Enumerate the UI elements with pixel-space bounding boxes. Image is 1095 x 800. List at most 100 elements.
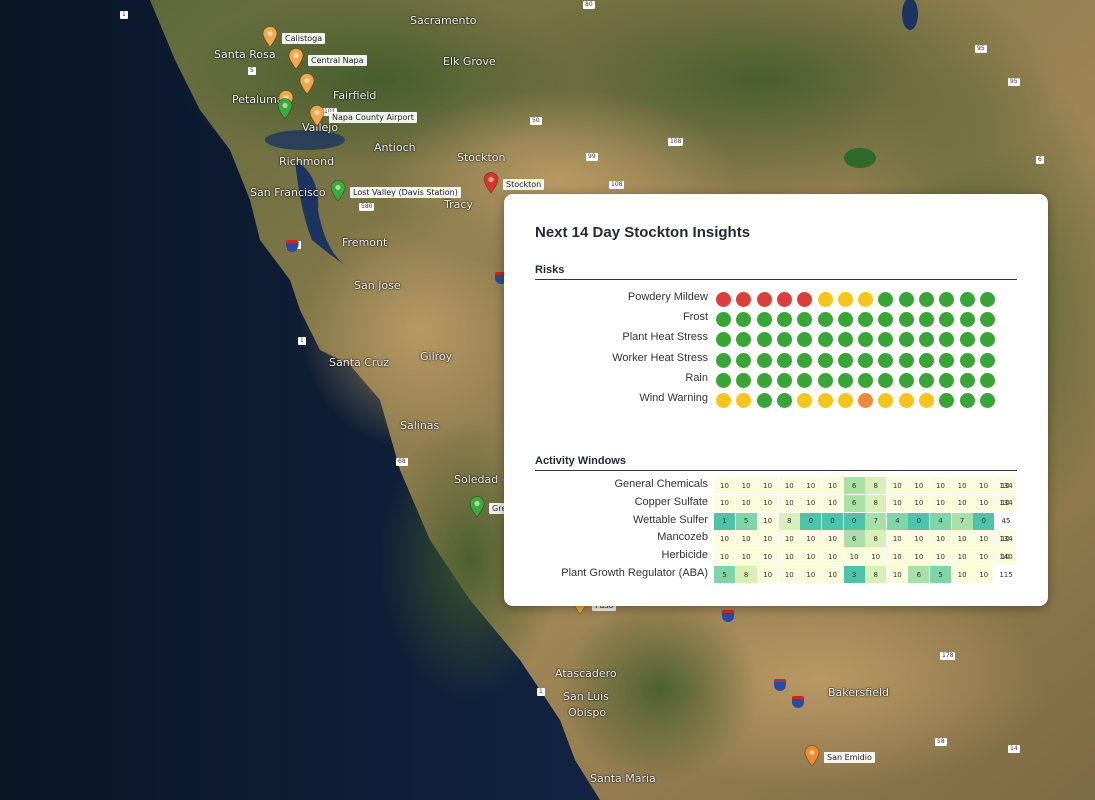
activity-cell: 10 [973, 548, 995, 566]
risk-day-dot [939, 352, 955, 368]
map-pin-label[interactable]: Lost Valley (Davis Station) [350, 187, 461, 198]
activity-label: Mancozeb [657, 531, 708, 544]
activity-label: Plant Growth Regulator (ABA) [561, 567, 708, 579]
activity-cell: 10 [973, 566, 995, 583]
risk-day-dot [776, 292, 792, 307]
activity-cell: 10 [994, 477, 1016, 494]
highway-shield: 1 [537, 688, 545, 696]
activity-cell: 10 [714, 477, 735, 494]
risk-day-dot [776, 332, 792, 348]
activity-cell [994, 512, 1016, 530]
activity-cell: 10 [886, 548, 908, 566]
risk-day-dot [959, 393, 975, 408]
interstate-shield-icon [774, 679, 786, 691]
map-pin-label[interactable]: Gre [489, 503, 510, 514]
risk-label: Powdery Mildew [627, 291, 708, 303]
activity-cell: 10 [930, 494, 951, 512]
activity-cell: 10 [735, 494, 757, 512]
activity-cell: 10 [973, 477, 995, 494]
risk-day-dot [919, 292, 934, 307]
activities-title: Activity Windows [535, 455, 626, 467]
activity-cell: 0 [908, 512, 930, 530]
risk-day-dot [979, 372, 995, 388]
activity-cell: 10 [778, 566, 800, 583]
risk-day-dot [797, 312, 813, 328]
activity-cell: 8 [778, 512, 800, 530]
map-pin-label[interactable]: San Emidio [824, 752, 875, 763]
activity-cell: 10 [778, 494, 800, 512]
city-label: San Luis [563, 690, 609, 703]
activity-cell: 10 [757, 548, 779, 566]
activity-total: 115 [999, 570, 1013, 579]
map-pin-icon[interactable] [804, 745, 820, 767]
activity-cell: 10 [822, 530, 843, 548]
activity-cell: 10 [822, 477, 843, 494]
risk-day-dot [817, 352, 833, 368]
activity-cell: 10 [886, 530, 908, 548]
map-pin-icon[interactable] [262, 26, 278, 48]
risk-day-dot [736, 292, 752, 307]
risk-day-dot [776, 352, 792, 368]
activity-cell: 7 [951, 512, 973, 530]
activity-cell: 10 [908, 477, 930, 494]
risk-day-dot [817, 372, 833, 388]
highway-shield: 68 [396, 458, 408, 466]
risk-day-dot [979, 292, 995, 307]
map-pin-label[interactable]: Central Napa [308, 55, 367, 66]
highway-shield: 5 [248, 67, 256, 75]
map-pin-icon[interactable] [469, 496, 485, 518]
city-label: Gilroy [420, 350, 453, 363]
highway-shield: 108 [668, 138, 684, 146]
map-pin-icon[interactable] [483, 172, 499, 194]
risk-day-dot [716, 292, 731, 307]
risk-day-dot [919, 393, 934, 408]
risk-day-dot [959, 352, 975, 368]
activity-label: Wettable Sulfer [632, 513, 708, 526]
activity-total: 134 [999, 499, 1013, 508]
risk-day-dot [858, 332, 874, 348]
activity-cell: 1 [714, 512, 735, 530]
activity-cell: 0 [973, 512, 995, 530]
activity-cell: 6 [843, 494, 865, 512]
risk-day-dot [797, 393, 813, 408]
activity-cell: 10 [865, 548, 887, 566]
activity-cell: 10 [800, 566, 822, 583]
risk-label: Frost [682, 311, 708, 324]
interstate-shield-icon [722, 610, 734, 622]
activity-cell: 8 [735, 566, 757, 583]
activity-cell: 10 [714, 530, 735, 548]
map-pin-icon[interactable] [330, 180, 346, 202]
risk-day-dot [919, 372, 934, 388]
map-pin-icon[interactable] [288, 48, 304, 70]
map-pin-label[interactable]: Napa County Airport [329, 112, 417, 123]
activity-cell: 10 [843, 548, 865, 566]
risk-day-dot [756, 312, 772, 328]
highway-shield: 95 [975, 45, 987, 53]
risk-day-dot [919, 352, 934, 368]
city-label: Obispo [568, 706, 607, 719]
map-pin-label[interactable]: Stockton [503, 179, 545, 190]
map-pin-icon[interactable] [299, 73, 315, 95]
activity-cell: 10 [800, 494, 822, 512]
map-pin-label[interactable]: Calistoga [282, 33, 326, 44]
activity-cell: 10 [973, 530, 995, 548]
highway-shield: 58 [935, 738, 947, 746]
risk-day-dot [776, 372, 792, 388]
risk-day-dot [959, 332, 975, 348]
map-pin-icon[interactable] [309, 105, 325, 127]
risk-label: Worker Heat Stress [612, 351, 708, 364]
activity-cell: 10 [886, 494, 908, 512]
activity-cell: 10 [800, 548, 822, 566]
risk-day-dot [716, 312, 731, 328]
risk-day-dot [919, 312, 934, 328]
activities-divider [535, 470, 1017, 471]
risk-day-dot [878, 292, 894, 307]
risk-day-dot [797, 292, 813, 307]
activity-cell: 6 [843, 530, 865, 548]
risk-day-dot [959, 312, 975, 328]
activity-total: 140 [999, 552, 1013, 561]
map-pin-icon[interactable] [277, 98, 293, 120]
risk-day-dot [939, 312, 955, 328]
activity-cell: 8 [865, 494, 887, 512]
risk-day-dot [837, 312, 853, 328]
